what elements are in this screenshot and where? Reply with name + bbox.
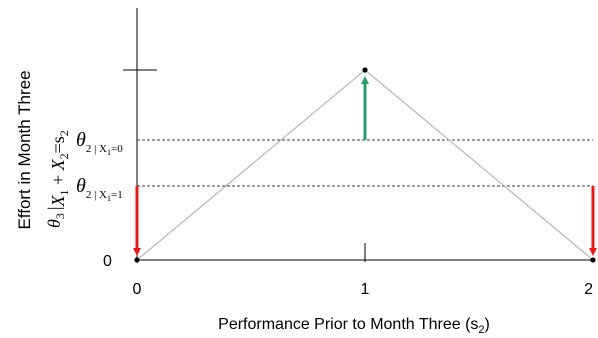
threshold-label-upper: θ2 | X1=0 [76,129,123,157]
threshold-label-lower: θ2 | X1=1 [76,175,123,203]
end-point [590,257,596,263]
peak-point [362,67,368,73]
y-axis-formula: θ3|X1 + X2=s2 [44,130,71,228]
y-zero-label: 0 [103,253,112,270]
y-axis-label: Effort in Month Three [15,70,34,229]
x-tick-1: 1 [361,281,370,298]
x-axis-label: Performance Prior to Month Three (s2) [218,316,490,336]
x-tick-0: 0 [133,281,142,298]
x-tick-2: 2 [584,281,593,298]
origin-point [134,257,140,263]
